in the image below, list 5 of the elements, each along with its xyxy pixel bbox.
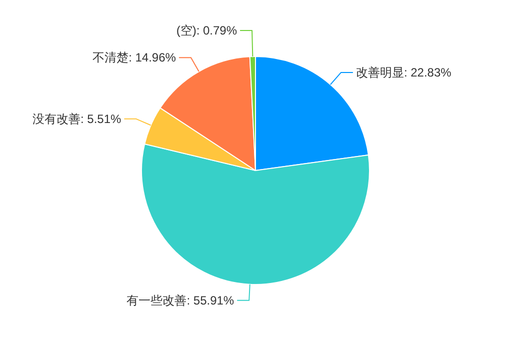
slice-label: 有一些改善: 55.91% bbox=[126, 293, 234, 308]
slice-label: 改善明显: 22.83% bbox=[356, 66, 452, 80]
slice-label: 没有改善: 5.51% bbox=[32, 112, 122, 126]
slice-label: 不清楚: 14.96% bbox=[92, 50, 176, 65]
slice-label: (空): 0.79% bbox=[176, 24, 238, 38]
